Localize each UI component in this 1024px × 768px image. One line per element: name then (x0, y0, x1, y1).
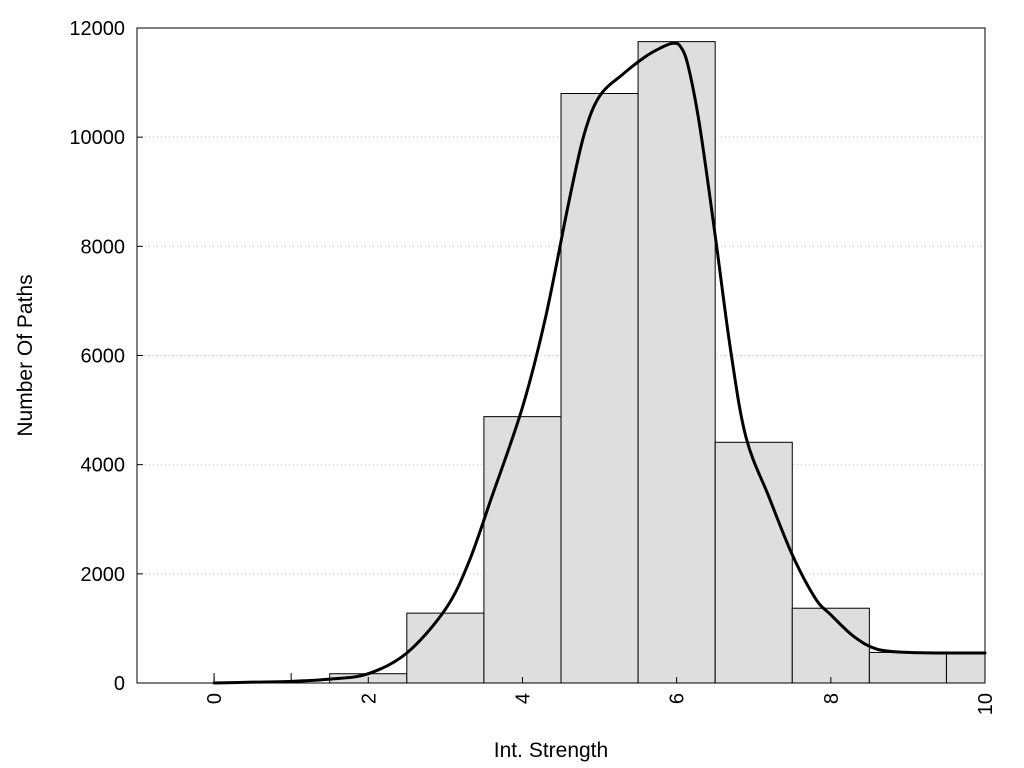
bar (483, 416, 562, 684)
y-tick-label: 2000 (81, 564, 126, 586)
y-tick-label: 8000 (81, 236, 126, 258)
y-axis-label: Number Of Paths (14, 274, 37, 436)
y-axis: 0 2000 4000 6000 8000 10000 12000 (69, 18, 143, 695)
y-tick-label: 4000 (81, 455, 126, 477)
bar (791, 607, 870, 684)
smoothed-curve (212, 41, 987, 685)
x-axis: 0 2 4 6 8 10 (204, 677, 997, 715)
x-tick-label: 0 (204, 693, 226, 704)
x-tick-label: 8 (821, 693, 843, 704)
x-tick-label: 4 (512, 693, 534, 704)
x-tick-label: 6 (667, 693, 689, 704)
bar (945, 651, 986, 684)
y-tick-label: 12000 (69, 18, 125, 40)
bar (560, 93, 639, 684)
y-tick-label: 6000 (81, 346, 126, 368)
y-tick-label: 0 (114, 673, 125, 695)
bar (714, 441, 793, 684)
x-tick-label: 2 (358, 693, 380, 704)
x-axis-label: Int. Strength (494, 739, 608, 762)
bars (213, 41, 986, 684)
bar (637, 41, 716, 684)
bar (406, 612, 485, 684)
y-tick-label: 10000 (69, 127, 125, 149)
bar (868, 651, 947, 684)
x-tick-label: 10 (975, 693, 997, 715)
